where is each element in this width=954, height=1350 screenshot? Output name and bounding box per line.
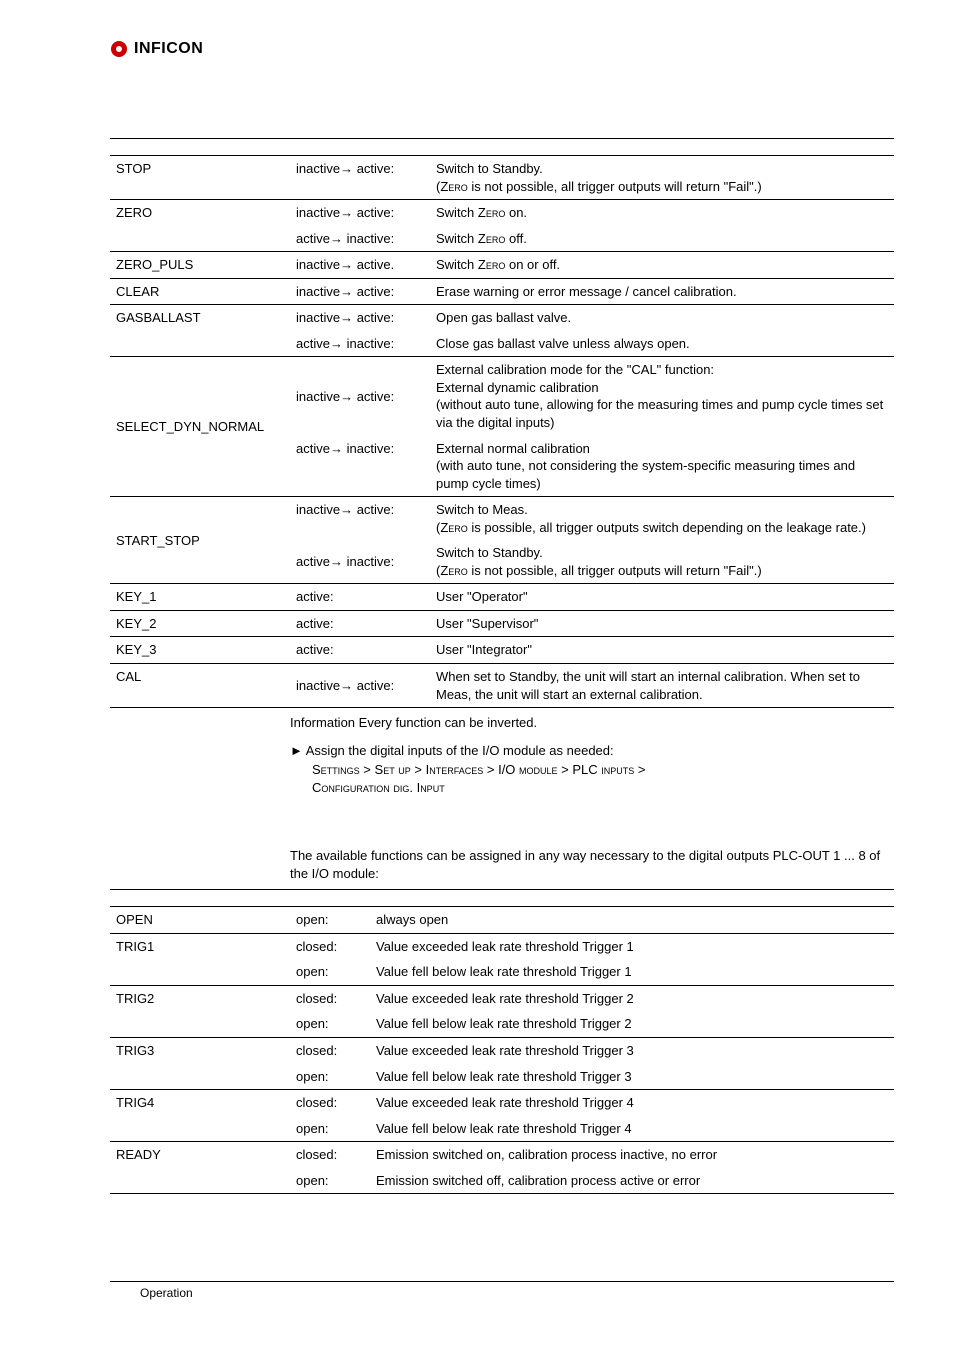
row-name: TRIG3 bbox=[110, 1037, 290, 1089]
brand-name: INFICON bbox=[134, 40, 203, 58]
row-transition: active: bbox=[290, 610, 430, 637]
row-desc: User "Supervisor" bbox=[430, 610, 894, 637]
row-name: CLEAR bbox=[110, 278, 290, 305]
row-desc: Erase warning or error message / cancel … bbox=[430, 278, 894, 305]
row-state: open: bbox=[290, 1011, 370, 1037]
assign-block: ► Assign the digital inputs of the I/O m… bbox=[290, 742, 894, 797]
footer: Operation bbox=[110, 1281, 894, 1300]
row-name: READY bbox=[110, 1142, 290, 1194]
row-desc: Value exceeded leak rate threshold Trigg… bbox=[370, 985, 894, 1011]
row-name: ZERO_PULS bbox=[110, 252, 290, 279]
row-transition: active: bbox=[290, 584, 430, 611]
row-state: open: bbox=[290, 1064, 370, 1090]
row-desc: Value exceeded leak rate threshold Trigg… bbox=[370, 1037, 894, 1063]
row-desc: When set to Standby, the unit will start… bbox=[430, 664, 894, 708]
row-name: STOP bbox=[110, 156, 290, 200]
row-desc: Emission switched on, calibration proces… bbox=[370, 1142, 894, 1168]
row-name: KEY_1 bbox=[110, 584, 290, 611]
row-desc: External normal calibration(with auto tu… bbox=[430, 436, 894, 497]
assign-intro: ► Assign the digital inputs of the I/O m… bbox=[290, 743, 614, 758]
row-desc: Value fell below leak rate threshold Tri… bbox=[370, 1011, 894, 1037]
row-transition: inactive→ active: bbox=[290, 497, 430, 541]
row-state: open: bbox=[290, 959, 370, 985]
row-transition: inactive→ active: bbox=[290, 305, 430, 331]
row-desc: Emission switched off, calibration proce… bbox=[370, 1168, 894, 1194]
row-desc: Switch to Standby.(Zero is not possible,… bbox=[430, 540, 894, 584]
row-desc: always open bbox=[370, 907, 894, 934]
row-state: open: bbox=[290, 907, 370, 934]
brand-logo: INFICON bbox=[110, 40, 894, 58]
row-state: open: bbox=[290, 1168, 370, 1194]
row-state: closed: bbox=[290, 985, 370, 1011]
row-name: TRIG2 bbox=[110, 985, 290, 1037]
row-desc: Value fell below leak rate threshold Tri… bbox=[370, 1116, 894, 1142]
row-state: closed: bbox=[290, 1142, 370, 1168]
row-transition: inactive→ active: bbox=[290, 278, 430, 305]
row-transition: inactive→ active: bbox=[290, 156, 430, 200]
row-desc: Switch to Meas.(Zero is possible, all tr… bbox=[430, 497, 894, 541]
digital-outputs-table: OPEN open: always open TRIG1 closed: Val… bbox=[110, 889, 894, 1194]
row-transition: active→ inactive: bbox=[290, 540, 430, 584]
info-line: Information Every function can be invert… bbox=[290, 714, 894, 732]
footer-text: Operation bbox=[110, 1286, 193, 1300]
row-desc: User "Operator" bbox=[430, 584, 894, 611]
row-desc: Value fell below leak rate threshold Tri… bbox=[370, 1064, 894, 1090]
row-transition: inactive→ active: bbox=[290, 357, 430, 436]
row-desc: Close gas ballast valve unless always op… bbox=[430, 331, 894, 357]
row-transition: inactive→ active. bbox=[290, 252, 430, 279]
row-transition: active→ inactive: bbox=[290, 436, 430, 497]
assign-path: Settings > Set up > Interfaces > I/O mod… bbox=[290, 761, 646, 797]
row-name: KEY_3 bbox=[110, 637, 290, 664]
row-desc: Value exceeded leak rate threshold Trigg… bbox=[370, 1090, 894, 1116]
row-desc: Switch Zero on or off. bbox=[430, 252, 894, 279]
row-state: closed: bbox=[290, 1090, 370, 1116]
row-state: closed: bbox=[290, 933, 370, 959]
row-desc: Open gas ballast valve. bbox=[430, 305, 894, 331]
row-state: open: bbox=[290, 1116, 370, 1142]
row-transition: active→ inactive: bbox=[290, 331, 430, 357]
row-state: closed: bbox=[290, 1037, 370, 1063]
row-name: OPEN bbox=[110, 907, 290, 934]
row-name: START_STOP bbox=[110, 497, 290, 584]
row-desc: Switch to Standby.(Zero is not possible,… bbox=[430, 156, 894, 200]
row-transition: active: bbox=[290, 637, 430, 664]
row-name: TRIG4 bbox=[110, 1090, 290, 1142]
row-name: TRIG1 bbox=[110, 933, 290, 985]
row-desc: Value exceeded leak rate threshold Trigg… bbox=[370, 933, 894, 959]
row-transition: inactive→ active: bbox=[290, 200, 430, 226]
row-desc: Value fell below leak rate threshold Tri… bbox=[370, 959, 894, 985]
row-name: GASBALLAST bbox=[110, 305, 290, 357]
outputs-intro: The available functions can be assigned … bbox=[290, 847, 894, 883]
row-transition: active→ inactive: bbox=[290, 226, 430, 252]
row-name: ZERO bbox=[110, 200, 290, 252]
row-name: CAL bbox=[110, 664, 290, 708]
row-desc: Switch Zero on. bbox=[430, 200, 894, 226]
row-name: KEY_2 bbox=[110, 610, 290, 637]
digital-inputs-table: STOP inactive→ active: Switch to Standby… bbox=[110, 138, 894, 708]
row-desc: User "Integrator" bbox=[430, 637, 894, 664]
row-name: SELECT_DYN_NORMAL bbox=[110, 357, 290, 497]
inficon-icon bbox=[110, 40, 128, 58]
row-transition: inactive→ active: bbox=[290, 664, 430, 708]
row-desc: Switch Zero off. bbox=[430, 226, 894, 252]
row-desc: External calibration mode for the "CAL" … bbox=[430, 357, 894, 436]
